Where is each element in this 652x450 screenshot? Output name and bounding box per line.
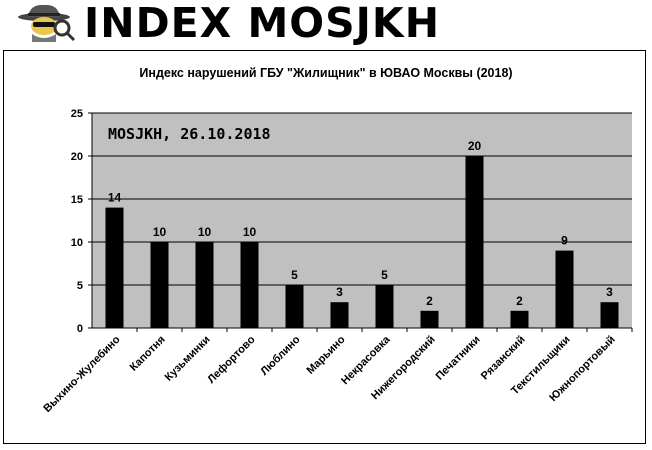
x-tick-label: Капотня bbox=[128, 334, 168, 374]
bar bbox=[195, 242, 214, 328]
bar bbox=[465, 156, 484, 328]
x-tick-label: Выхино-Жулебино bbox=[41, 333, 122, 414]
data-label: 5 bbox=[381, 268, 388, 282]
plot-area bbox=[92, 113, 632, 328]
data-label: 14 bbox=[108, 191, 122, 205]
bar bbox=[375, 285, 394, 328]
bar bbox=[285, 285, 304, 328]
spy-detective-icon bbox=[18, 4, 76, 42]
x-tick-label: Лефортово bbox=[205, 333, 257, 385]
y-tick-label: 20 bbox=[71, 151, 83, 163]
data-label: 20 bbox=[468, 139, 482, 153]
data-label: 10 bbox=[243, 225, 257, 239]
bar bbox=[555, 250, 574, 328]
chart-frame bbox=[3, 50, 646, 444]
header-banner: INDEX MOSJKH bbox=[0, 0, 652, 46]
bar bbox=[240, 242, 259, 328]
y-tick-label: 5 bbox=[77, 280, 83, 292]
x-tick-label: Марьино bbox=[304, 333, 347, 376]
brand-title: INDEX MOSJKH bbox=[84, 0, 441, 47]
x-tick-label: Кузьминки bbox=[163, 334, 213, 384]
data-label: 5 bbox=[291, 268, 298, 282]
bar bbox=[105, 207, 124, 328]
data-label: 9 bbox=[561, 234, 568, 248]
x-tick-label: Печатники bbox=[434, 334, 483, 383]
bar bbox=[330, 302, 349, 328]
bar bbox=[600, 302, 619, 328]
data-label: 10 bbox=[198, 225, 212, 239]
y-tick-label: 10 bbox=[71, 237, 83, 249]
data-label: 10 bbox=[153, 225, 167, 239]
data-label: 3 bbox=[606, 285, 613, 299]
x-tick-label: Люблино bbox=[258, 333, 302, 377]
data-label: 2 bbox=[516, 294, 523, 308]
chart-annotation: MOSJKH, 26.10.2018 bbox=[108, 125, 271, 143]
data-label: 3 bbox=[336, 285, 343, 299]
bar bbox=[510, 310, 529, 328]
chart-title: Индекс нарушений ГБУ "Жилищник" в ЮВАО М… bbox=[139, 66, 513, 80]
bar bbox=[150, 242, 169, 328]
y-tick-label: 15 bbox=[71, 194, 83, 206]
bar bbox=[420, 310, 439, 328]
y-tick-label: 25 bbox=[71, 108, 83, 120]
y-tick-label: 0 bbox=[77, 323, 83, 335]
x-tick-label: Рязанский bbox=[479, 334, 528, 383]
data-label: 2 bbox=[426, 294, 433, 308]
